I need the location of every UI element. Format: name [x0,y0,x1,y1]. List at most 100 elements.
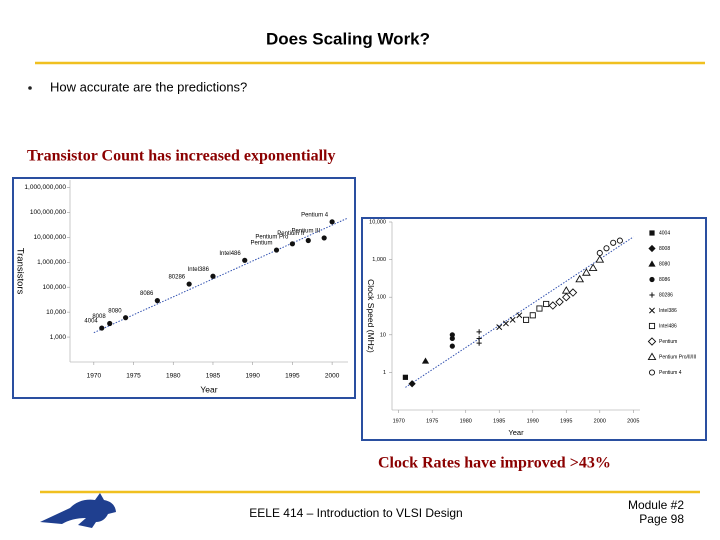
point-label: Intel386 [188,267,210,273]
point-label: Pentium II [277,231,304,237]
legend-label: 8080 [659,261,670,267]
legend-marker [648,244,656,253]
y-tick-label: 10,000 [46,309,66,316]
legend-label: Intel486 [659,323,677,329]
footer-course: EELE 414 – Introduction to VLSI Design [249,506,462,520]
x-tick-label: 1975 [126,373,141,380]
footer-module: Module #2 [628,498,684,512]
x-tick-label: 1980 [460,418,472,424]
x-tick-label: 2005 [627,418,639,424]
point [123,315,129,321]
point [536,305,543,312]
y-tick-label: 10,000,000 [33,234,66,241]
slide-title: Does Scaling Work? [266,29,430,48]
bullet-text: How accurate are the predictions? [50,79,247,94]
y-tick-label: 100,000,000 [30,209,67,216]
legend-marker [647,352,657,361]
x-tick-label: 2000 [594,418,606,424]
point [449,343,455,349]
point [562,292,571,302]
point-label: Pentium [250,241,272,247]
legend-marker [649,307,655,314]
legend-label: Pentium 4 [659,370,682,376]
point [186,281,192,287]
point-label: Pentium III [291,228,320,234]
point [561,286,571,294]
point [516,312,523,319]
point [523,316,530,323]
legend-label: Intel386 [659,308,677,314]
legend-marker [648,369,656,376]
trend-line [405,236,634,388]
point [242,257,248,263]
legend-label: 8008 [659,246,670,252]
point-label: 8080 [108,308,122,314]
point [329,219,335,225]
y-tick-label: 100 [377,295,386,301]
point [568,288,578,297]
point [575,274,585,283]
x-tick-label: 1990 [527,418,539,424]
point [596,249,603,257]
legend-marker [648,260,656,267]
x-axis-title: Year [508,428,524,437]
point [543,300,550,308]
point [210,273,216,279]
x-tick-label: 1990 [245,373,260,380]
point [588,263,598,271]
bullet-dot [28,86,32,90]
chart-frame [12,177,356,399]
point [402,374,409,380]
point [408,380,416,388]
point [449,332,455,338]
x-tick-label: 1985 [206,373,221,380]
legend-marker [648,322,656,330]
point [581,268,591,276]
x-tick-label: 1995 [560,418,572,424]
point [529,312,536,319]
x-axis-title: Year [200,384,217,394]
legend-label: 80286 [659,292,673,298]
y-tick-label: 1,000,000,000 [24,184,66,191]
x-tick-label: 1975 [426,418,438,424]
y-tick-label: 1 [383,370,386,376]
point [603,245,610,252]
point [476,340,482,346]
x-tick-label: 1970 [87,373,102,380]
point [496,324,503,331]
caption-right: Clock Rates have improved >43% [378,455,611,472]
y-tick-label: 10 [380,332,386,338]
legend-marker [647,337,657,346]
point [107,320,113,327]
footer-page: Page 98 [639,512,684,526]
y-tick-label: 10,000 [369,219,386,225]
chart-frame [361,217,707,441]
point [273,247,280,253]
point [509,316,516,323]
point [610,239,617,246]
point-label: 8086 [140,291,154,297]
x-tick-label: 1995 [285,373,300,380]
point [476,329,482,335]
y-axis-title: Clock Speed (MHz) [366,279,376,353]
point [476,335,482,342]
logo [40,493,116,528]
point [616,237,623,244]
point [421,357,430,364]
x-tick-label: 2000 [325,373,340,380]
point [99,325,105,331]
legend-marker [649,276,655,283]
point-label: 8008 [92,314,106,320]
point [555,297,564,307]
y-tick-label: 1,000 [50,334,67,341]
point-label: Pentium Pro [255,234,289,240]
x-tick-label: 1970 [393,418,405,424]
y-axis-title: Transistors [14,248,25,295]
point [305,237,311,244]
y-tick-label: 1,000,000 [37,259,66,266]
point [321,235,327,241]
point-label: 80286 [168,275,185,281]
x-tick-label: 1980 [166,373,181,380]
